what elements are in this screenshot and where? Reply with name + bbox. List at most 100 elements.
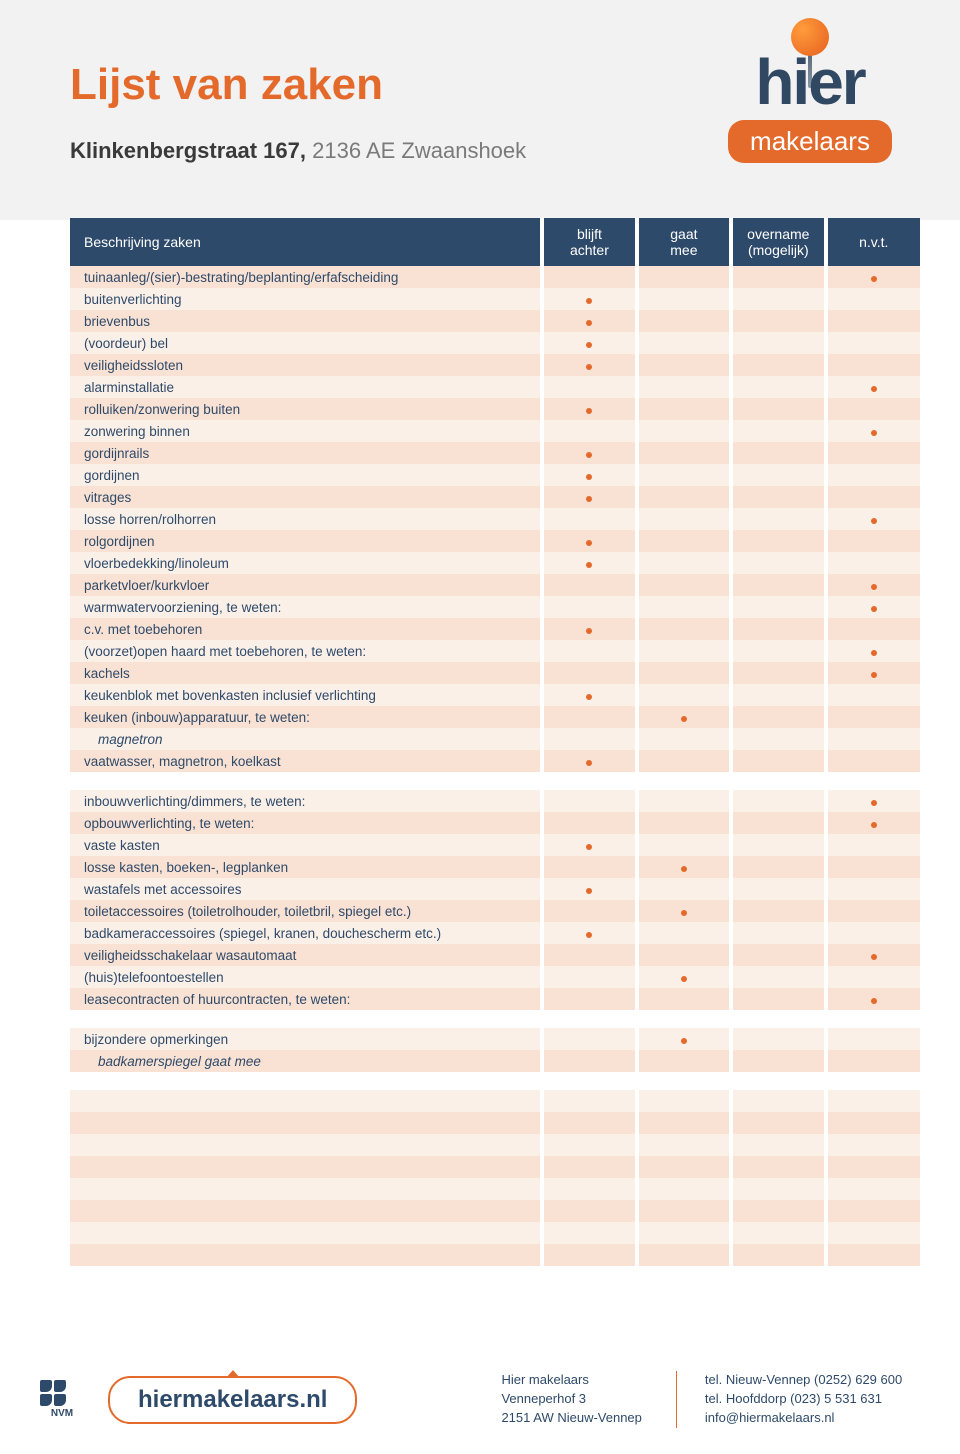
mark-cell [637,706,731,728]
item-label: keukenblok met bovenkasten inclusief ver… [70,684,542,706]
mark-cell [542,988,636,1010]
table-row: gordijnen [70,464,920,486]
mark-cell [542,530,636,552]
dot-icon [586,932,592,938]
item-label: tuinaanleg/(sier)-bestrating/beplanting/… [70,266,542,288]
dot-icon [681,716,687,722]
item-label: (voorzet)open haard met toebehoren, te w… [70,640,542,662]
table-row: badkamerspiegel gaat mee [70,1050,920,1072]
table-row: buitenverlichting [70,288,920,310]
dot-icon [586,694,592,700]
table-row: losse horren/rolhorren [70,508,920,530]
dot-icon [586,298,592,304]
mark-cell [542,790,636,812]
mark-cell [826,728,920,750]
mark-cell [542,266,636,288]
dot-icon [871,800,877,806]
mark-cell [731,420,825,442]
table-row [70,1200,920,1222]
mark-cell [731,376,825,398]
mark-cell [637,288,731,310]
mark-cell [826,1222,920,1244]
mark-cell [826,398,920,420]
item-label [70,1178,542,1200]
mark-cell [731,1222,825,1244]
table-row: rolgordijnen [70,530,920,552]
table-row [70,1090,920,1112]
nvm-icon [40,1380,84,1406]
mark-cell [826,1050,920,1072]
dot-icon [586,496,592,502]
table-row: toiletaccessoires (toiletrolhouder, toil… [70,900,920,922]
mark-cell [826,834,920,856]
mark-cell [826,684,920,706]
mark-cell [731,288,825,310]
mark-cell [731,856,825,878]
mark-cell [826,1244,920,1266]
mark-cell [637,988,731,1010]
table-row: vloerbedekking/linoleum [70,552,920,574]
content: Beschrijving zaken blijft achter gaat me… [0,188,960,1266]
item-label [70,1112,542,1134]
mark-cell [731,944,825,966]
mark-cell [637,1112,731,1134]
mark-cell [542,662,636,684]
dot-icon [586,628,592,634]
mark-cell [542,354,636,376]
table-row: c.v. met toebehoren [70,618,920,640]
mark-cell [637,530,731,552]
mark-cell [542,332,636,354]
item-label: kachels [70,662,542,684]
item-label: vloerbedekking/linoleum [70,552,542,574]
item-label: vitrages [70,486,542,508]
mark-cell [826,420,920,442]
col-gaat-mee: gaat mee [637,218,731,266]
item-label: magnetron [70,728,542,750]
mark-cell [637,508,731,530]
footer-city: 2151 AW Nieuw-Vennep [501,1409,641,1428]
dot-icon [586,452,592,458]
mark-cell [731,834,825,856]
mark-cell [731,640,825,662]
dot-icon [586,320,592,326]
website-url: hiermakelaars.nl [108,1376,357,1424]
mark-cell [542,684,636,706]
dot-icon [871,954,877,960]
item-label: zonwering binnen [70,420,542,442]
table-row: (voorzet)open haard met toebehoren, te w… [70,640,920,662]
mark-cell [731,530,825,552]
item-label: brievenbus [70,310,542,332]
table-row: rolluiken/zonwering buiten [70,398,920,420]
dot-icon [586,408,592,414]
mark-cell [542,508,636,530]
item-label: losse horren/rolhorren [70,508,542,530]
mark-cell [637,728,731,750]
item-label: wastafels met accessoires [70,878,542,900]
item-label [70,1244,542,1266]
mark-cell [731,750,825,772]
table-spacer [70,772,920,790]
mark-cell [637,640,731,662]
mark-cell [731,508,825,530]
table-row [70,1112,920,1134]
mark-cell [826,812,920,834]
dot-icon [586,364,592,370]
mark-cell [731,1112,825,1134]
table-row: wastafels met accessoires [70,878,920,900]
mark-cell [542,288,636,310]
dot-icon [871,276,877,282]
table-row [70,1222,920,1244]
mark-cell [826,640,920,662]
mark-cell [826,988,920,1010]
table-row: parketvloer/kurkvloer [70,574,920,596]
table-row: opbouwverlichting, te weten: [70,812,920,834]
mark-cell [826,878,920,900]
item-label: veiligheidsschakelaar wasautomaat [70,944,542,966]
mark-cell [637,922,731,944]
item-label: inbouwverlichting/dimmers, te weten: [70,790,542,812]
mark-cell [637,442,731,464]
table-row: keukenblok met bovenkasten inclusief ver… [70,684,920,706]
item-label: rolgordijnen [70,530,542,552]
item-label: opbouwverlichting, te weten: [70,812,542,834]
col-overname: overname (mogelijk) [731,218,825,266]
